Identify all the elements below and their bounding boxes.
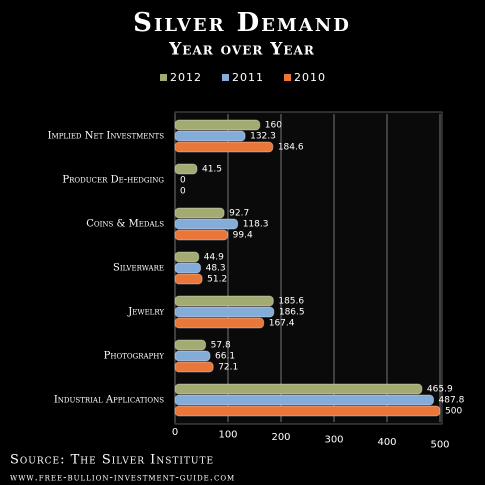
bar (174, 405, 441, 417)
bar (174, 306, 275, 318)
y-tick-label: Coins & Medals (86, 219, 164, 230)
bar (174, 130, 246, 142)
value-label: 51.2 (207, 275, 227, 285)
bar (174, 163, 198, 175)
value-label: 465.9 (427, 385, 453, 395)
bar (174, 295, 274, 307)
bar (174, 350, 211, 362)
y-tick-label: Producer De-hedging (62, 175, 164, 186)
value-label: 500 (445, 407, 462, 417)
value-label: 92.7 (229, 209, 249, 219)
value-label: 48.3 (206, 264, 226, 274)
value-label: 167.4 (269, 319, 295, 329)
x-tick-label: 200 (271, 432, 290, 443)
value-label: 44.9 (204, 253, 224, 263)
source: Source: The Silver Institute (10, 453, 214, 468)
plot-area (174, 111, 443, 425)
bar (174, 383, 423, 395)
bar (174, 207, 225, 219)
value-label: 185.6 (278, 297, 304, 307)
legend-label: 2011 (232, 71, 264, 84)
x-tick-label: 0 (172, 427, 178, 438)
x-tick-label: 500 (430, 440, 449, 451)
bar (174, 262, 202, 274)
x-tick-label: 100 (218, 430, 237, 441)
value-label: 160 (265, 121, 282, 131)
bar (174, 339, 207, 351)
bar (174, 119, 261, 131)
value-label: 132.3 (250, 132, 276, 142)
y-tick-label: Silverware (113, 263, 164, 274)
legend-label: 2012 (170, 71, 202, 84)
value-label: 184.6 (278, 143, 304, 153)
y-tick-label: Industrial Applications (54, 395, 164, 406)
value-label: 72.1 (218, 363, 238, 373)
bar (174, 218, 239, 230)
y-tick-label: Jewelry (127, 307, 164, 318)
bar (174, 229, 229, 241)
legend-label: 2010 (294, 71, 326, 84)
legend-swatch (160, 74, 167, 81)
legend-swatch (284, 74, 291, 81)
chart-title: Silver Demand (133, 8, 351, 38)
bar (174, 394, 435, 406)
bar (174, 141, 274, 153)
x-tick-label: 300 (324, 435, 343, 446)
value-label: 186.5 (279, 308, 305, 318)
footer: www.free-bullion-investment-guide.com (10, 473, 235, 484)
value-label: 0 (180, 176, 186, 186)
bar (174, 273, 203, 285)
value-label: 99.4 (233, 231, 253, 241)
value-label: 0 (180, 187, 186, 197)
value-label: 57.8 (211, 341, 231, 351)
bar (174, 361, 214, 373)
legend-swatch (222, 74, 229, 81)
value-label: 118.3 (243, 220, 269, 230)
y-tick-label: Photography (104, 351, 165, 362)
x-tick-label: 400 (377, 437, 396, 448)
bar (174, 317, 265, 329)
value-label: 41.5 (202, 165, 222, 175)
chart-subtitle: Year over Year (168, 40, 315, 60)
value-label: 66.1 (215, 352, 235, 362)
y-tick-label: Implied Net Investments (48, 131, 165, 142)
value-label: 487.8 (439, 396, 465, 406)
bar (174, 251, 200, 263)
